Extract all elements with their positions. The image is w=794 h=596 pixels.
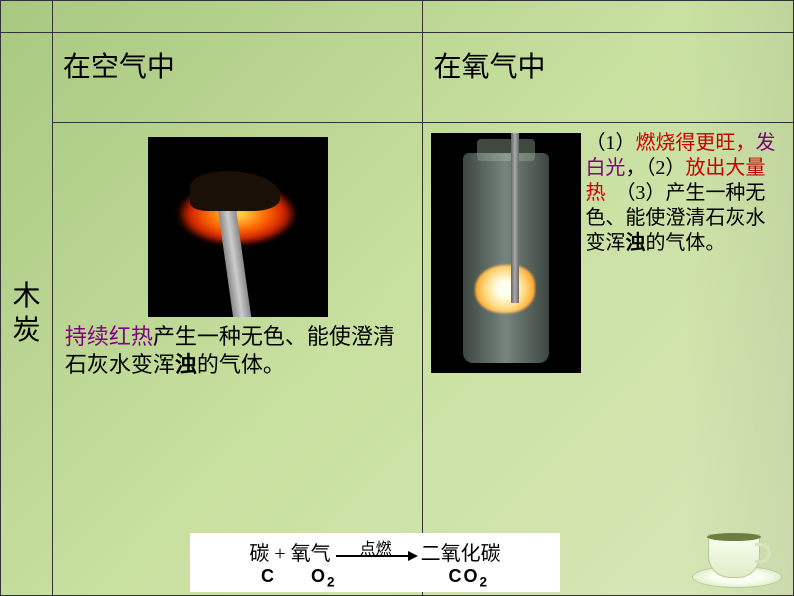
charcoal-shape — [190, 171, 280, 211]
charcoal-in-oxygen-image — [431, 133, 581, 373]
sym-co2: CO2 — [449, 566, 490, 586]
oxygen-observations: （1）燃烧得更旺，发白光，（2）放出大量热 （3）产生一种无色、能使澄清石灰水变… — [585, 131, 785, 256]
row-label: 木炭 — [11, 280, 42, 347]
pt3-num: （3） — [625, 182, 665, 204]
equation-symbols: C O2 CO2 — [198, 566, 552, 590]
spacer — [605, 182, 625, 204]
air-caption: 持续红热产生一种无色、能使澄清石灰水变浑浊的气体。 — [61, 321, 415, 380]
top-spacer-row — [1, 1, 794, 33]
white-light-shape — [475, 265, 535, 313]
gas-jar-shape — [463, 153, 549, 363]
cup-shape — [708, 534, 760, 578]
pt3-bold: 浊 — [625, 232, 645, 254]
cup-handle-shape — [755, 543, 771, 563]
arrow-line — [336, 555, 416, 557]
comparison-table: 木炭 在空气中 在氧气中 持续红热产生一种无色、能使澄清石灰水变浑浊的气体。 — [0, 0, 794, 596]
sym-o2: O2 — [311, 566, 337, 586]
air-cell: 持续红热产生一种无色、能使澄清石灰水变浑浊的气体。 — [52, 123, 423, 596]
pt1a: 燃烧得更旺， — [635, 132, 755, 154]
oxygen-content-wrap: （1）燃烧得更旺，发白光，（2）放出大量热 （3）产生一种无色、能使澄清石灰水变… — [431, 131, 785, 373]
air-caption-tail: 的气体。 — [197, 352, 285, 377]
pt1-num: （1） — [585, 132, 635, 154]
row-label-cell: 木炭 — [1, 33, 53, 596]
pt3a: 产生 — [665, 182, 705, 204]
teacup-decoration — [692, 518, 782, 588]
spacer-cell — [1, 1, 53, 33]
header-oxygen: 在氧气中 — [423, 33, 794, 123]
header-row: 木炭 在空气中 在氧气中 — [1, 33, 794, 123]
pt2-num: （2） — [645, 157, 685, 179]
reaction-arrow: 点燃 — [336, 555, 416, 557]
sym-c: C — [261, 566, 276, 586]
air-caption-prefix: 持续红热 — [65, 324, 153, 349]
eq-word-right: 二氧化碳 — [421, 543, 501, 565]
header-air: 在空气中 — [52, 33, 423, 123]
spacer-cell — [423, 1, 794, 33]
spacer-cell — [52, 1, 423, 33]
air-caption-bold: 浊 — [175, 352, 197, 377]
eq-word-left: 碳 + 氧气 — [249, 543, 330, 565]
deflagrating-spoon-shape — [511, 133, 519, 303]
pt3-tail: 的气体。 — [645, 232, 725, 254]
chemical-equation: 碳 + 氧气 点燃 二氧化碳 C O2 CO2 — [190, 533, 560, 592]
content-row: 持续红热产生一种无色、能使澄清石灰水变浑浊的气体。 （1）燃烧得更旺，发白光，（… — [1, 123, 794, 596]
comma1: ， — [625, 157, 645, 179]
charcoal-in-air-image — [148, 137, 328, 317]
equation-words: 碳 + 氧气 点燃 二氧化碳 — [198, 537, 552, 566]
